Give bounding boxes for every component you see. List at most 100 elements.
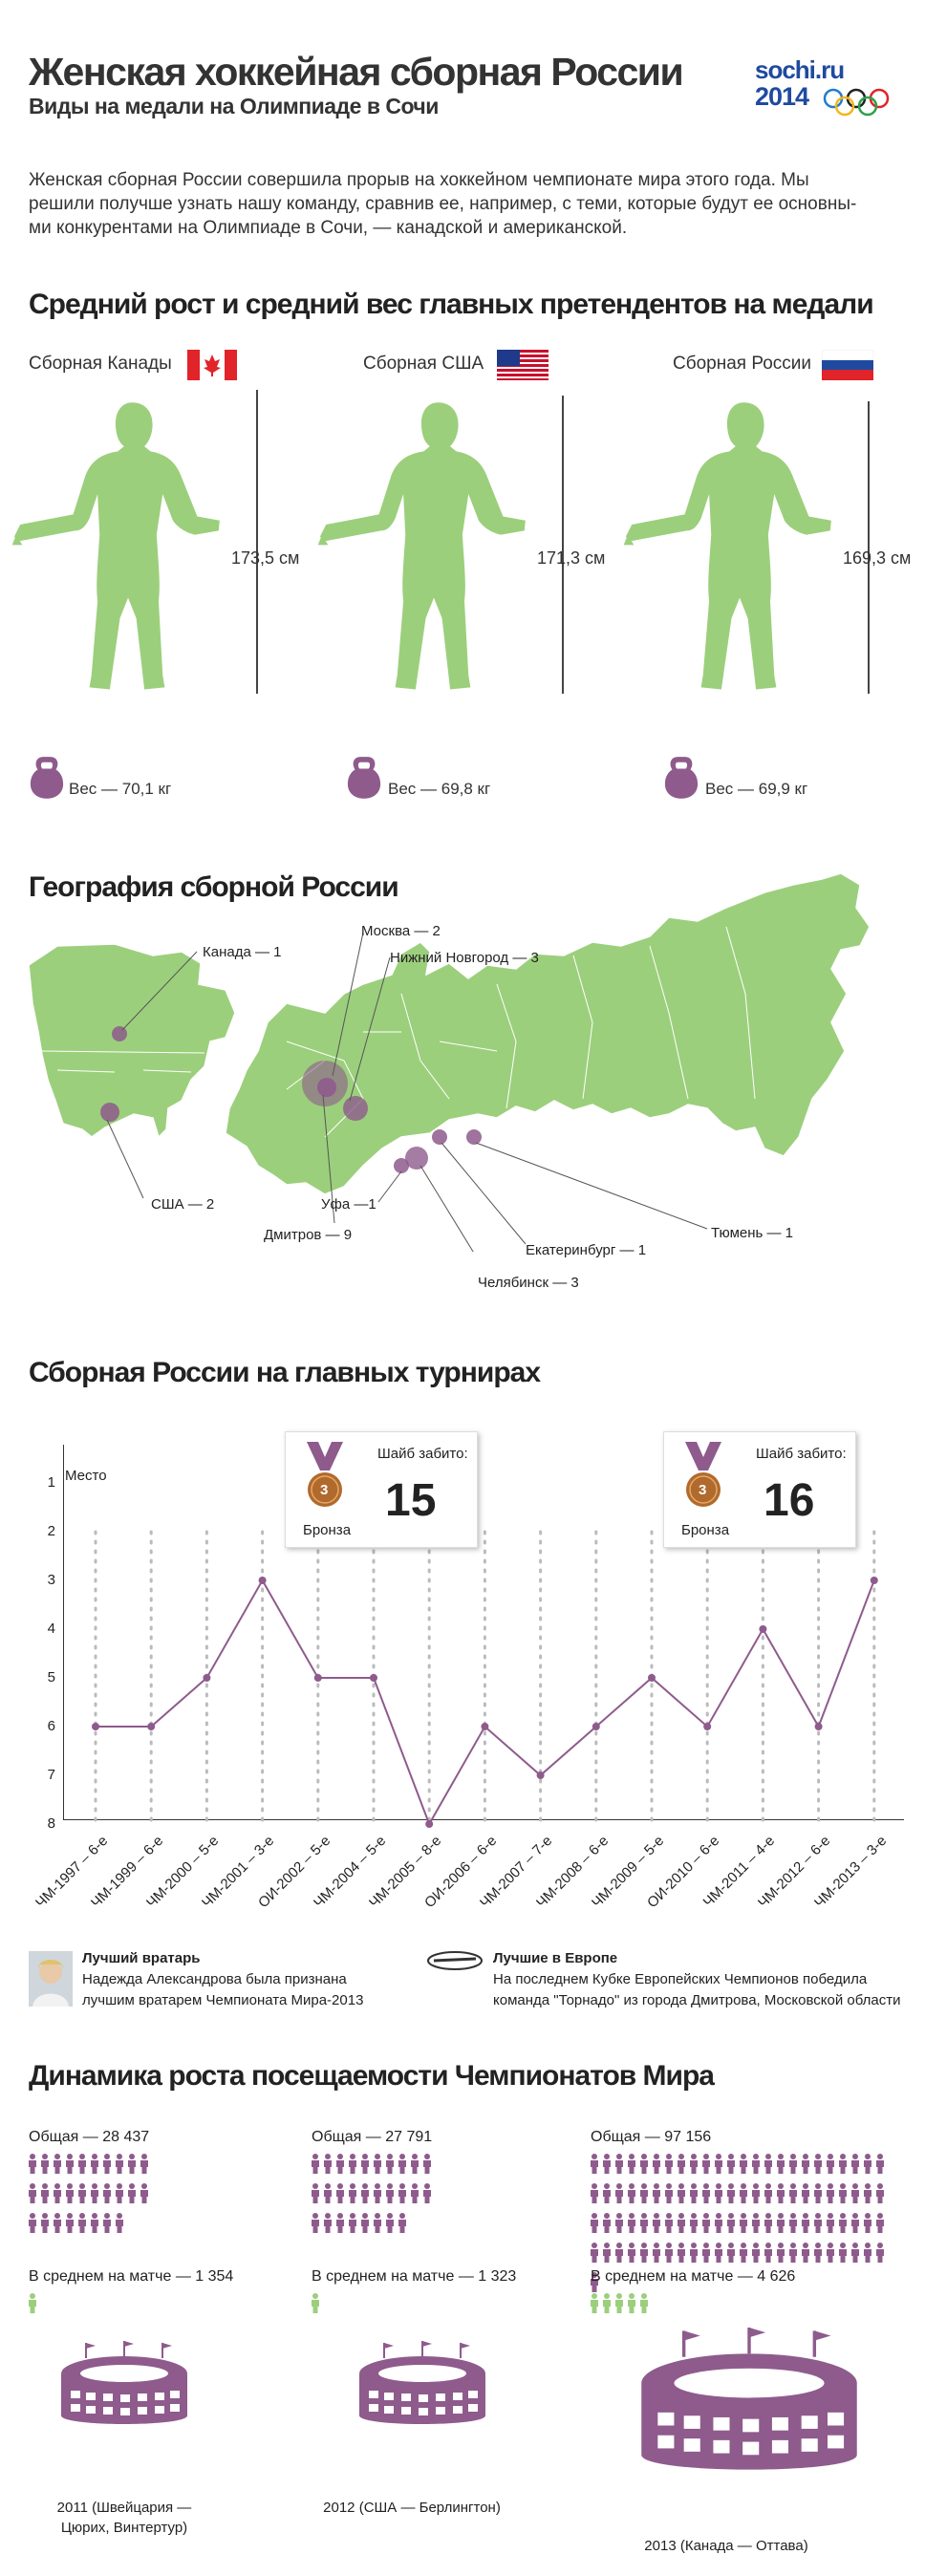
geography-heading: География сборной России [29, 871, 399, 903]
bronze-callout-2001: 3 Бронза Шайб забито: 15 [285, 1431, 478, 1548]
canada-flag-icon [187, 350, 237, 380]
person-icon [591, 2154, 598, 2174]
medal-number: 3 [320, 1482, 329, 1498]
person-icon [603, 2293, 611, 2313]
person-icon [591, 2183, 598, 2203]
person-icon [312, 2183, 319, 2203]
person-icon [628, 2243, 635, 2263]
usa-flag-icon [497, 350, 549, 380]
goals-count-2001: 15 [385, 1475, 437, 1526]
person-icon [839, 2213, 847, 2233]
person-icon [752, 2154, 760, 2174]
person-icon [336, 2183, 344, 2203]
data-point [481, 1723, 489, 1730]
person-icon [116, 2154, 123, 2174]
person-icon [752, 2213, 760, 2233]
person-icon [715, 2243, 722, 2263]
person-icon [386, 2183, 394, 2203]
person-icon [78, 2183, 86, 2203]
person-icon [66, 2183, 74, 2203]
person-icon [41, 2213, 49, 2233]
goals-count-2013: 16 [764, 1475, 815, 1526]
person-icon [615, 2243, 623, 2263]
person-icon [851, 2213, 859, 2233]
physique-heading: Средний рост и средний вес главных прете… [29, 289, 874, 320]
medal-number: 3 [699, 1482, 707, 1498]
person-icon [615, 2183, 623, 2203]
person-icon [678, 2154, 685, 2174]
person-icon [715, 2213, 722, 2233]
person-icon [91, 2154, 98, 2174]
person-icon [411, 2183, 419, 2203]
label-chelyabinsk: Челябинск — 3 [478, 1275, 579, 1291]
person-icon [615, 2154, 623, 2174]
data-point [870, 1577, 878, 1584]
person-icon [727, 2213, 735, 2233]
person-icon [752, 2183, 760, 2203]
russia-flag-icon [822, 350, 873, 380]
attendance-avg-2013: В среднем на матче — 4 626 [591, 2268, 796, 2285]
person-icon [324, 2154, 332, 2174]
team-label-usa: Сборная США [363, 354, 484, 374]
attendance-avg-2012: В среднем на матче — 1 323 [312, 2268, 517, 2285]
person-icon [361, 2213, 369, 2233]
person-icon [678, 2213, 685, 2233]
person-icon [777, 2154, 785, 2174]
moscow-dot [317, 1078, 336, 1097]
person-icon [628, 2293, 635, 2313]
person-icon [103, 2183, 111, 2203]
person-icon [789, 2243, 797, 2263]
canada-height-line [256, 390, 258, 694]
person-icon [764, 2183, 772, 2203]
data-point [258, 1577, 267, 1584]
person-icon [640, 2293, 648, 2313]
attendance-avg-2011: В среднем на матче — 1 354 [29, 2268, 234, 2285]
person-icon [690, 2183, 698, 2203]
person-icon [103, 2213, 111, 2233]
person-icon [66, 2154, 74, 2174]
person-icon [727, 2243, 735, 2263]
person-icon [41, 2154, 49, 2174]
ufa-dot [394, 1158, 409, 1173]
data-point [203, 1674, 211, 1682]
avg-people-2013 [591, 2293, 653, 2323]
team-label-russia: Сборная России [673, 354, 811, 374]
intro-text: Женская сборная России совершила прорыв … [29, 168, 889, 240]
person-icon [324, 2183, 332, 2203]
person-icon [398, 2213, 406, 2233]
person-icon [764, 2154, 772, 2174]
avg-people-2011 [29, 2293, 41, 2323]
person-icon [29, 2293, 36, 2313]
person-icon [640, 2243, 648, 2263]
person-icon [361, 2154, 369, 2174]
person-icon [653, 2213, 660, 2233]
person-icon [876, 2154, 884, 2174]
person-icon [665, 2243, 673, 2263]
person-icon [827, 2183, 834, 2203]
person-icon [740, 2243, 747, 2263]
europe-award-title: Лучшие в Европе [493, 1950, 618, 1966]
person-icon [54, 2183, 61, 2203]
person-icon [789, 2183, 797, 2203]
person-icon [876, 2183, 884, 2203]
person-icon [591, 2243, 598, 2263]
avg-people-2012 [312, 2293, 324, 2323]
person-icon [740, 2154, 747, 2174]
person-icon [361, 2183, 369, 2203]
data-point [147, 1723, 156, 1730]
usa-height-line [562, 396, 564, 694]
person-icon [690, 2243, 698, 2263]
person-icon [864, 2243, 871, 2263]
label-dmitrov: Дмитров — 9 [264, 1227, 353, 1243]
person-icon [702, 2183, 710, 2203]
person-icon [591, 2293, 598, 2313]
chart-y-axis [63, 1445, 64, 1819]
venue-2012: 2012 (США — Берлингтон) [312, 2498, 512, 2518]
person-icon [715, 2183, 722, 2203]
person-icon [678, 2243, 685, 2263]
attendance-heading: Динамика роста посещаемости Чемпионатов … [29, 2060, 715, 2092]
chel-dot [405, 1147, 428, 1170]
person-icon [752, 2243, 760, 2263]
usa-height-label: 171,3 см [537, 548, 606, 568]
russia-shape [225, 872, 871, 1195]
